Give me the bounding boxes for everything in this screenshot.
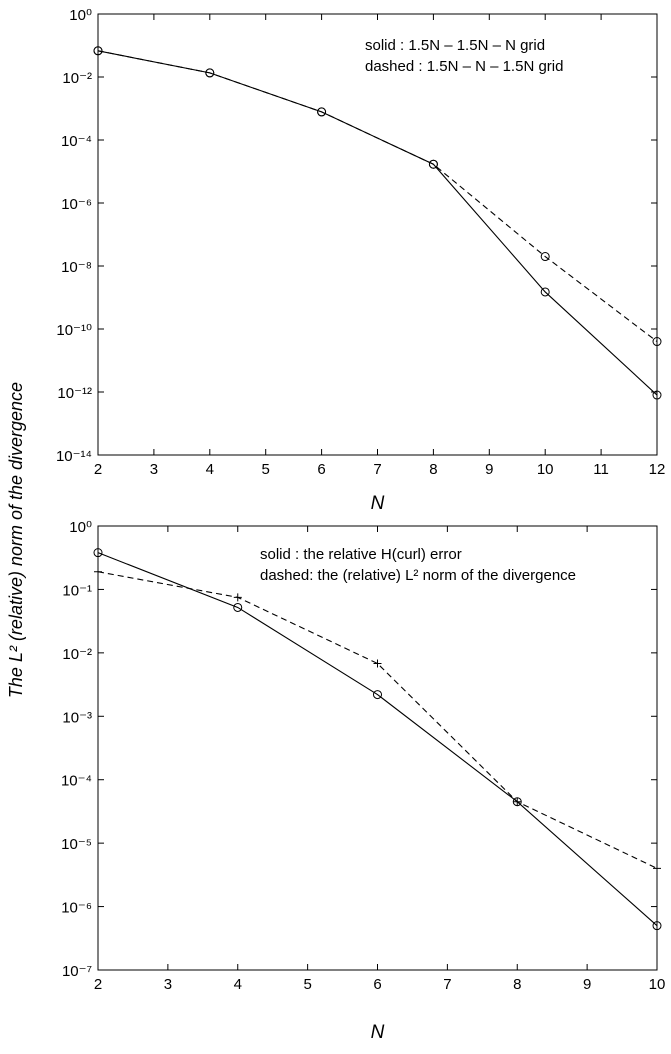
legend-entry: dashed : 1.5N – N – 1.5N grid — [365, 58, 563, 75]
y-tick-label: 10⁻⁵ — [61, 836, 92, 853]
x-tick-label: 10 — [537, 461, 554, 478]
x-axis-label: N — [371, 1022, 385, 1043]
data-point-plus — [513, 797, 522, 806]
legend-entry: solid : the relative H(curl) error — [260, 546, 462, 563]
x-tick-label: 9 — [485, 461, 493, 478]
x-tick-label: 8 — [429, 461, 437, 478]
data-point-circle — [205, 68, 215, 78]
data-point-plus — [373, 659, 382, 668]
y-tick-label: 10⁻² — [62, 646, 92, 663]
data-point-circle — [652, 921, 662, 931]
x-tick-label: 10 — [649, 976, 666, 993]
x-tick-label: 4 — [234, 976, 242, 993]
shared-y-axis-label: The L² (relative) norm of the divergence — [6, 382, 26, 698]
x-tick-label: 9 — [583, 976, 591, 993]
x-tick-label: 5 — [262, 461, 270, 478]
dashed-series-line — [97, 50, 658, 342]
solid-series-line — [97, 50, 658, 396]
bottom-panel: 2 3 4 5 6 7 8 9 10 10⁻⁷ 10⁻⁶ 10⁻⁵ 10⁻⁴ 10⁻³ 10⁻² 10⁻¹ 10… — [61, 519, 665, 1043]
data-point-circle — [652, 337, 662, 347]
x-tick-label: 6 — [373, 976, 381, 993]
x-tick-label: 8 — [513, 976, 521, 993]
data-point-circle — [93, 46, 103, 56]
y-tick-label: 10⁻⁶ — [61, 196, 92, 213]
legend-entry: solid : 1.5N – 1.5N – N grid — [365, 37, 545, 54]
x-axis-label: N — [371, 493, 385, 514]
data-point-plus — [233, 593, 242, 602]
x-tick-label: 2 — [94, 461, 102, 478]
x-tick-label: 5 — [303, 976, 311, 993]
y-tick-label: 10⁻¹² — [57, 385, 92, 402]
y-tick-label: 10⁻⁴ — [61, 133, 92, 150]
plot-frame — [97, 525, 658, 971]
y-tick-label: 10⁰ — [69, 7, 92, 24]
legend-entry: dashed: the (relative) L² norm of the di… — [260, 567, 576, 584]
data-point-circle — [373, 690, 382, 700]
data-point-circle — [652, 390, 662, 400]
solid-series-line — [97, 552, 658, 927]
x-tick-label: 2 — [94, 976, 102, 993]
data-point-circle — [540, 252, 550, 262]
dashed-series-line — [97, 571, 658, 869]
data-point-circle — [233, 602, 243, 612]
x-tick-label: 3 — [150, 461, 158, 478]
x-tick-label: 6 — [317, 461, 325, 478]
data-point-plus — [653, 864, 661, 873]
x-tick-label: 4 — [206, 461, 214, 478]
y-tick-label: 10⁻¹⁰ — [56, 322, 92, 339]
y-tick-label: 10⁰ — [69, 519, 92, 536]
data-point-plus — [94, 567, 102, 576]
x-tick-label: 12 — [649, 461, 666, 478]
data-point-circle — [317, 107, 327, 117]
x-tick-label: 7 — [373, 461, 381, 478]
y-tick-label: 10⁻¹ — [62, 582, 92, 599]
y-tick-label: 10⁻³ — [62, 709, 92, 726]
top-panel: 2 3 4 5 6 7 8 9 10 11 12 10⁻¹⁴ 10⁻¹² 10⁻¹⁰ 10⁻⁸ 10⁻⁶ 10⁻… — [56, 7, 665, 514]
y-tick-label: 10⁻¹⁴ — [56, 448, 92, 465]
y-tick-label: 10⁻⁷ — [62, 963, 92, 980]
x-tick-label: 11 — [593, 461, 609, 478]
y-tick-label: 10⁻⁶ — [61, 900, 92, 917]
y-tick-label: 10⁻⁴ — [61, 773, 92, 790]
y-tick-label: 10⁻² — [62, 70, 92, 87]
x-tick-label: 7 — [443, 976, 451, 993]
plot-frame — [97, 13, 658, 456]
data-point-circle — [93, 548, 103, 558]
x-tick-label: 3 — [164, 976, 172, 993]
y-tick-label: 10⁻⁸ — [61, 259, 92, 276]
data-point-circle — [428, 159, 438, 169]
data-point-circle — [540, 287, 550, 297]
